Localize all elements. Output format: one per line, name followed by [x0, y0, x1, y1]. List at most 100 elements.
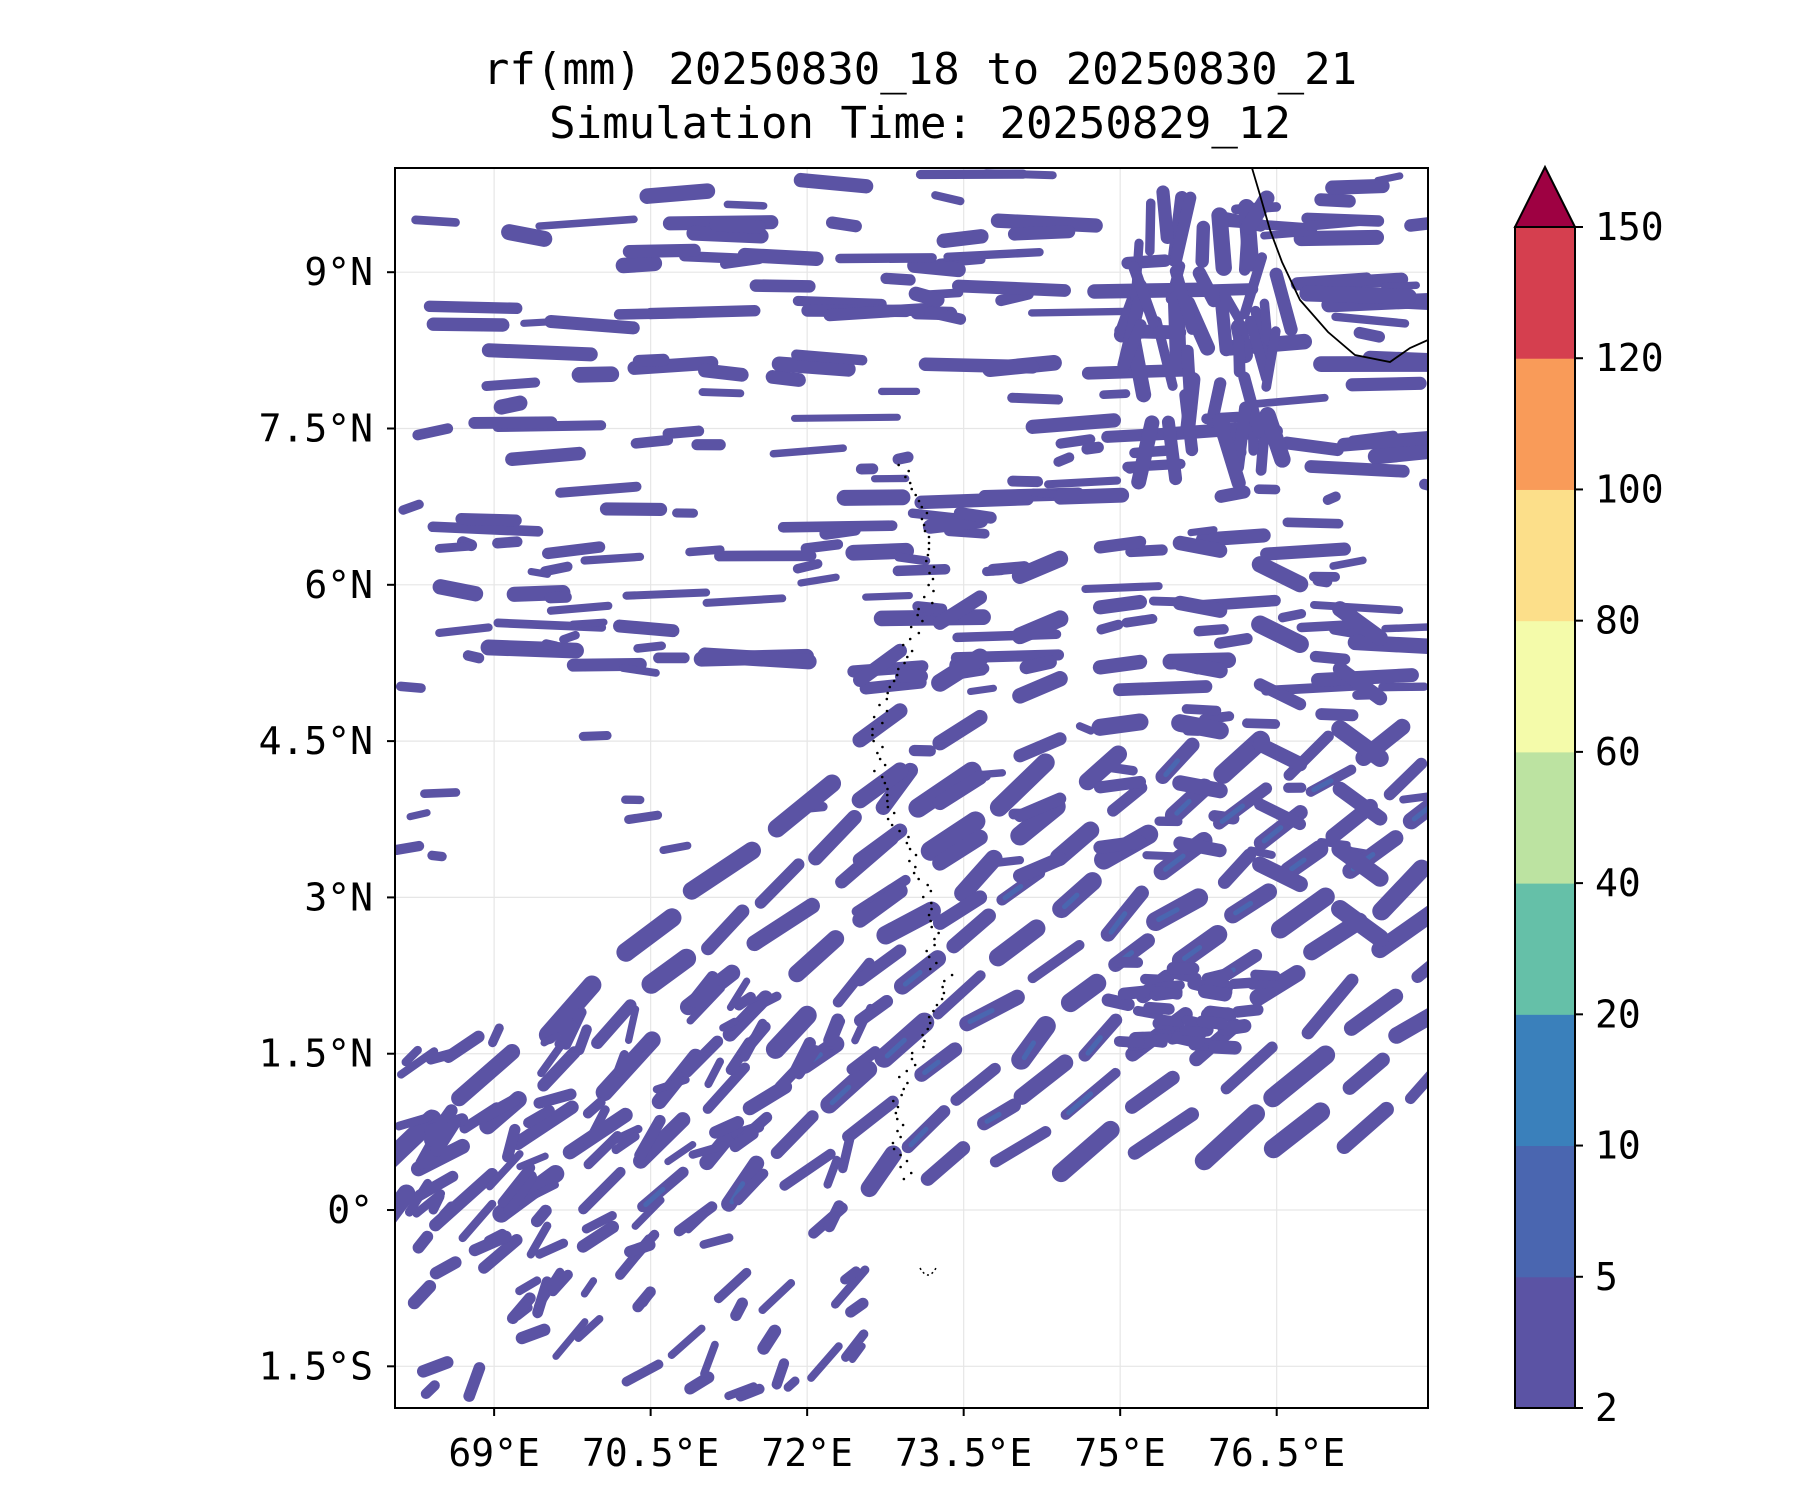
atoll-dot [933, 943, 936, 947]
rain-cell [932, 829, 988, 871]
atoll-dot [927, 583, 930, 587]
rain-cell [1304, 460, 1410, 478]
rain-cell [1242, 718, 1281, 729]
atoll-dot [899, 1135, 902, 1139]
rain-cell [1131, 415, 1160, 490]
atoll-dot [929, 889, 933, 893]
rain-cell [1311, 778, 1334, 793]
rain-cell [1332, 661, 1388, 706]
rain-cell [1002, 883, 1024, 901]
rain-cell [1194, 1104, 1266, 1171]
rain-cell [1162, 853, 1186, 872]
rain-cell [1143, 1001, 1175, 1015]
rain-cell [1388, 1007, 1428, 1044]
rain-cell [1217, 1019, 1252, 1036]
rain-cell [1249, 964, 1306, 1006]
rain-cell [1289, 857, 1307, 872]
rain-cell [480, 639, 584, 659]
atoll-dot [932, 1009, 935, 1013]
atoll-dot [898, 829, 901, 833]
rain-cell [1163, 758, 1180, 778]
x-tick-label: 69°E [448, 1431, 540, 1475]
y-tick-label: 9°N [304, 250, 373, 294]
rain-cell [1571, 921, 1610, 955]
rain-cell [745, 991, 782, 1015]
rain-cell [952, 279, 1071, 297]
rain-cell [920, 1141, 971, 1186]
atoll-dot [921, 895, 925, 899]
rain-cell [1121, 614, 1158, 628]
rain-cell [1331, 312, 1410, 328]
coastlines [871, 168, 1428, 1276]
rain-cell [1155, 980, 1185, 993]
rain-cell [912, 601, 948, 615]
atoll-dot [897, 463, 900, 467]
rain-cell [580, 1277, 598, 1298]
rain-cell [789, 1037, 816, 1079]
rain-cell [1243, 393, 1329, 409]
rain-cell [892, 451, 914, 465]
atoll-dot [912, 871, 916, 875]
rain-cell [1472, 1015, 1499, 1051]
rain-cell [501, 224, 553, 247]
rain-cell [767, 774, 842, 838]
atoll-dot [920, 517, 924, 521]
atoll-dot [921, 619, 924, 623]
rain-cell [1012, 851, 1068, 883]
rain-cell [535, 215, 638, 230]
rain-cell [1345, 376, 1427, 392]
rain-cell [1096, 619, 1124, 635]
rain-cell [526, 1221, 552, 1259]
rain-cell [840, 1266, 861, 1285]
rain-cell [574, 1314, 604, 1342]
atoll-dot [908, 847, 912, 851]
atoll-dot [921, 1033, 924, 1037]
rain-cell [1462, 955, 1507, 981]
rain-cell [698, 388, 745, 398]
x-tick-label: 70.5°E [582, 1431, 719, 1475]
rain-cell [398, 499, 424, 515]
atoll-dot [901, 1123, 905, 1127]
rain-cell [967, 1007, 995, 1025]
rain-cell [430, 1117, 461, 1157]
rain-cell [1062, 892, 1080, 910]
rain-cell [533, 1088, 577, 1109]
rain-cell [1198, 711, 1235, 725]
atoll-dot [916, 613, 919, 617]
rain-cell [1155, 1014, 1186, 1028]
rain-cell [1013, 1054, 1074, 1105]
rain-cell [1447, 721, 1472, 746]
atoll-dot [904, 475, 907, 479]
rain-cell [954, 849, 1003, 902]
rain-cell [1371, 905, 1428, 959]
atoll-dot [926, 553, 930, 557]
atoll-dot [886, 691, 889, 695]
atoll-dot [902, 1177, 906, 1181]
atoll-dot [917, 631, 921, 635]
rain-cell [1196, 1015, 1229, 1030]
rain-cell [1245, 315, 1272, 384]
atoll-dot [922, 523, 926, 527]
rain-cell [1007, 392, 1064, 405]
rain-cell [395, 840, 425, 856]
rain-cell [1233, 334, 1246, 378]
rain-cell [931, 191, 965, 206]
rain-cell [1053, 487, 1130, 505]
rain-cell [792, 559, 823, 574]
rain-cell [794, 1045, 821, 1080]
rain-cell [1217, 848, 1257, 889]
atoll-dot [878, 757, 882, 761]
map-title-line-1: rf(mm) 20250830_18 to 20250830_21 [482, 44, 1358, 95]
rain-cell [462, 650, 485, 664]
x-tick-label: 75°E [1074, 1431, 1166, 1475]
rain-cell [591, 999, 637, 1050]
colorbar-tick-label: 60 [1595, 730, 1641, 774]
atoll-dot [883, 781, 887, 785]
rain-cell [771, 356, 856, 377]
rain-cell [1378, 682, 1428, 692]
atoll-dot [940, 997, 944, 1001]
rain-cell [541, 639, 561, 652]
rain-cell [1219, 803, 1246, 825]
rain-cell [1007, 225, 1076, 241]
rain-cell [1172, 655, 1228, 679]
